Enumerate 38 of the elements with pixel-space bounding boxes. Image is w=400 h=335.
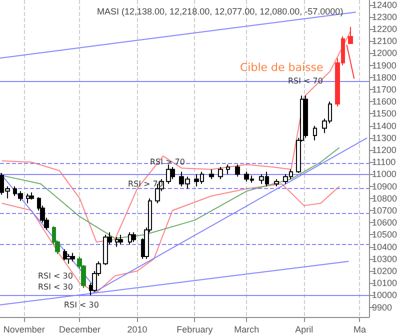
y-tick-label: 11500	[372, 108, 396, 119]
x-tick-label: February	[176, 324, 214, 334]
y-tick-label: 11900	[372, 60, 396, 70]
annotation: RSI < 30	[64, 300, 99, 310]
y-tick-label: 10900	[372, 181, 398, 192]
y-tick-label: 10600	[372, 218, 398, 228]
y-tick-label: 12200	[372, 24, 398, 34]
y-tick-label: 12000	[372, 48, 398, 58]
x-tick-label: December	[58, 324, 100, 334]
x-tick-label: 2010	[127, 324, 148, 334]
y-tick-label: 11800	[372, 72, 396, 82]
y-tick-label: 9900	[372, 302, 392, 312]
annotation: RSI < 30	[38, 282, 73, 292]
y-tick-label: 11300	[372, 132, 396, 143]
x-tick-label: November	[3, 324, 45, 334]
x-tick-label: March	[234, 324, 260, 334]
y-tick-label: 11000	[372, 169, 396, 180]
y-tick-label: 10000	[372, 290, 398, 300]
x-tick-label: Ma	[353, 324, 366, 334]
x-tick-label: April	[295, 324, 314, 334]
y-tick-label: 10800	[372, 193, 398, 204]
y-tick-label: 11600	[372, 96, 396, 107]
y-tick-label: 10200	[372, 266, 398, 276]
annotation: Cible de baisse	[240, 61, 324, 74]
y-tick-label: 11700	[372, 84, 396, 95]
y-tick-label: 10400	[372, 242, 398, 252]
y-tick-label: 10300	[372, 254, 398, 264]
y-tick-label: 11400	[372, 120, 396, 131]
y-tick-label: 10700	[372, 206, 398, 216]
annotation: RSI < 30	[38, 272, 73, 280]
text: MASI (12,138.00, 12,218.00, 12,077.00, 12,080.00, -57.0000)	[97, 6, 344, 16]
y-tick-label: 11100	[372, 157, 396, 168]
y-tick-label: 10500	[372, 230, 398, 240]
y-tick-label: 10100	[372, 278, 398, 288]
y-tick-label: 11200	[372, 145, 396, 156]
y-tick-label: 12100	[372, 36, 398, 46]
y-tick-label: 12400	[372, 0, 398, 10]
y-tick-label: 12300	[372, 12, 398, 22]
